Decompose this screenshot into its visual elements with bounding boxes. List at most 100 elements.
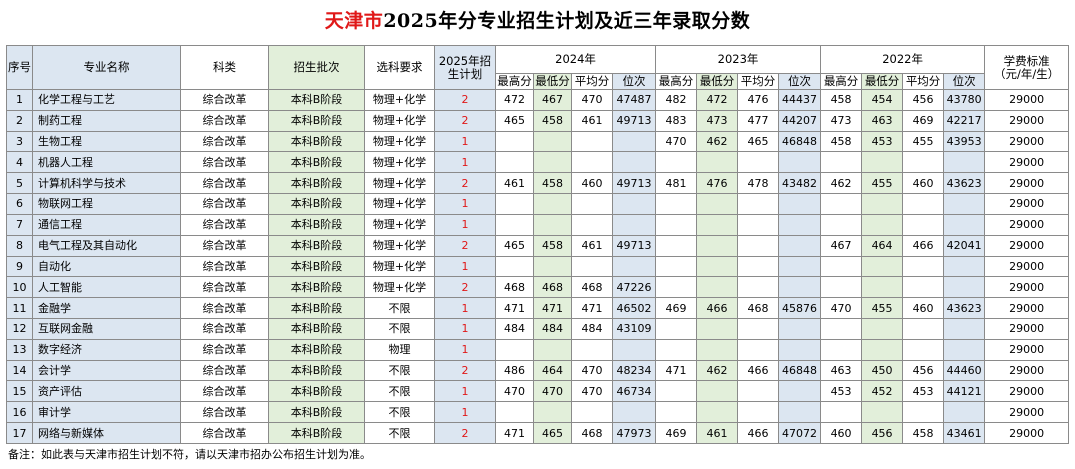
row-major: 通信工程 xyxy=(32,213,181,236)
row-plan-2025: 2 xyxy=(434,172,496,195)
row-y2022-rank: 44121 xyxy=(943,380,986,403)
row-y2022-rank xyxy=(943,255,986,278)
row-subject-req: 不限 xyxy=(364,297,435,319)
row-plan-2025: 1 xyxy=(434,380,496,403)
row-subject-req: 物理+化学 xyxy=(364,151,435,174)
row-y2022-avg-score xyxy=(902,401,945,423)
row-y2023-min-score: 473 xyxy=(696,109,739,132)
row-y2024-min-score: 458 xyxy=(533,109,572,132)
row-major: 人工智能 xyxy=(32,276,181,299)
row-tuition: 29000 xyxy=(984,130,1070,153)
row-y2023-avg-score: 478 xyxy=(737,172,780,195)
row-subject-req: 不限 xyxy=(364,380,435,403)
row-y2024-avg-score: 461 xyxy=(571,109,613,132)
row-y2023-rank: 47072 xyxy=(778,422,822,444)
header-subject-req: 选科要求 xyxy=(364,45,435,90)
row-tuition: 29000 xyxy=(984,151,1070,174)
row-tuition: 29000 xyxy=(984,193,1070,215)
row-seq: 17 xyxy=(6,422,33,444)
row-y2022-max-score: 473 xyxy=(820,109,863,132)
row-y2022-rank xyxy=(943,213,986,236)
table-row: 8 电气工程及其自动化 综合改革 本科B阶段 物理+化学 2 465 458 461 49713 4… xyxy=(6,234,1070,257)
row-y2022-min-score xyxy=(861,213,904,236)
row-y2022-min-score: 455 xyxy=(861,297,904,319)
row-batch: 本科B阶段 xyxy=(268,401,365,423)
row-y2024-avg-score: 460 xyxy=(571,172,613,195)
row-y2023-min-score xyxy=(696,276,739,299)
row-y2023-rank xyxy=(778,151,822,174)
row-y2023-avg-score xyxy=(737,401,780,423)
row-subject-req: 物理+化学 xyxy=(364,234,435,257)
row-y2024-rank: 49713 xyxy=(611,172,657,195)
row-y2023-max-score xyxy=(655,317,698,340)
row-y2022-avg-score: 453 xyxy=(902,380,945,403)
row-major: 生物工程 xyxy=(32,130,181,153)
header-seq: 序号 xyxy=(6,45,33,90)
row-category: 综合改革 xyxy=(180,151,269,174)
row-y2024-max-score: 461 xyxy=(495,172,534,195)
row-y2024-rank: 47487 xyxy=(611,89,657,111)
admission-table: 序号 专业名称 科类 招生批次 选科要求 2025年招生计划 2024年 202… xyxy=(6,45,1070,444)
row-y2022-min-score: 456 xyxy=(861,422,904,444)
row-y2022-avg-score: 469 xyxy=(902,109,945,132)
row-y2023-rank: 44207 xyxy=(778,109,822,132)
row-y2024-avg-score: 470 xyxy=(571,89,613,111)
row-batch: 本科B阶段 xyxy=(268,172,365,195)
row-y2024-avg-score xyxy=(571,151,613,174)
table-row: 10 人工智能 综合改革 本科B阶段 物理+化学 2 468 468 468 47226 29000 xyxy=(6,276,1070,299)
row-category: 综合改革 xyxy=(180,380,269,403)
row-batch: 本科B阶段 xyxy=(268,151,365,174)
row-y2024-max-score: 470 xyxy=(495,380,534,403)
table-row: 7 通信工程 综合改革 本科B阶段 物理+化学 1 29000 xyxy=(6,213,1070,236)
row-y2022-min-score xyxy=(861,276,904,299)
row-major: 资产评估 xyxy=(32,380,181,403)
row-y2023-max-score: 469 xyxy=(655,297,698,319)
row-y2022-min-score: 450 xyxy=(861,359,904,382)
row-y2024-avg-score: 470 xyxy=(571,380,613,403)
header-category: 科类 xyxy=(180,45,269,90)
row-category: 综合改革 xyxy=(180,401,269,423)
subheader-2023-min-score: 最低分 xyxy=(696,73,739,90)
row-category: 综合改革 xyxy=(180,297,269,319)
row-y2024-min-score: 468 xyxy=(533,276,572,299)
row-plan-2025: 2 xyxy=(434,359,496,382)
row-category: 综合改革 xyxy=(180,359,269,382)
table-row: 3 生物工程 综合改革 本科B阶段 物理+化学 1 470 462 465 46848 458 453… xyxy=(6,130,1070,153)
row-y2023-min-score xyxy=(696,317,739,340)
row-y2022-rank xyxy=(943,317,986,340)
row-y2022-avg-score: 460 xyxy=(902,172,945,195)
row-y2023-rank: 44437 xyxy=(778,89,822,111)
row-seq: 7 xyxy=(6,213,33,236)
row-category: 综合改革 xyxy=(180,213,269,236)
row-y2022-rank: 42041 xyxy=(943,234,986,257)
row-y2023-max-score xyxy=(655,151,698,174)
row-tuition: 29000 xyxy=(984,276,1070,299)
row-y2024-rank xyxy=(611,255,657,278)
row-y2022-min-score xyxy=(861,401,904,423)
row-y2022-rank xyxy=(943,338,986,361)
row-y2022-avg-score: 466 xyxy=(902,234,945,257)
row-y2024-min-score: 458 xyxy=(533,172,572,195)
row-subject-req: 物理+化学 xyxy=(364,276,435,299)
title-city: 天津市 xyxy=(324,10,384,32)
row-seq: 16 xyxy=(6,401,33,423)
row-plan-2025: 1 xyxy=(434,255,496,278)
row-y2022-avg-score: 456 xyxy=(902,359,945,382)
row-y2022-avg-score xyxy=(902,276,945,299)
row-y2024-max-score: 468 xyxy=(495,276,534,299)
row-y2024-avg-score xyxy=(571,401,613,423)
subheader-2024-rank: 位次 xyxy=(611,73,657,90)
row-batch: 本科B阶段 xyxy=(268,89,365,111)
row-major: 自动化 xyxy=(32,255,181,278)
row-y2023-avg-score xyxy=(737,193,780,215)
row-tuition: 29000 xyxy=(984,213,1070,236)
subheader-2023-max-score: 最高分 xyxy=(655,73,698,90)
row-subject-req: 物理+化学 xyxy=(364,193,435,215)
row-y2023-max-score xyxy=(655,213,698,236)
table-row: 2 制药工程 综合改革 本科B阶段 物理+化学 2 465 458 461 49713 483 473… xyxy=(6,109,1070,132)
row-y2023-max-score xyxy=(655,234,698,257)
row-y2024-rank: 46502 xyxy=(611,297,657,319)
title-text: 2025年分专业招生计划及近三年录取分数 xyxy=(383,10,751,32)
table-row: 12 互联网金融 综合改革 本科B阶段 不限 1 484 484 484 43109 29000 xyxy=(6,317,1070,340)
row-category: 综合改革 xyxy=(180,338,269,361)
